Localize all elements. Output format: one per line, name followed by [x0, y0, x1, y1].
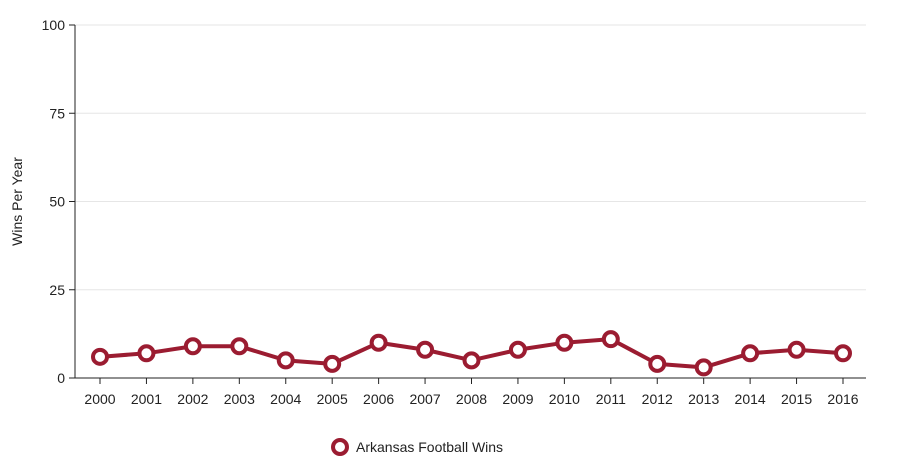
y-axis-title: Wins Per Year [9, 157, 25, 246]
y-axis: 0 25 50 75 100 [42, 17, 76, 386]
data-point-2005[interactable] [323, 354, 342, 373]
gridlines [75, 24, 866, 291]
x-tick-label-2015: 2015 [781, 391, 812, 407]
x-tick-label-2004: 2004 [270, 391, 301, 407]
data-point-2008[interactable] [462, 351, 481, 370]
x-axis: 2000 2001 2002 2003 2004 2005 2006 2007 2008 2009… [75, 377, 866, 407]
data-point-2006[interactable] [369, 333, 388, 352]
x-tick-label-2013: 2013 [688, 391, 719, 407]
x-tick-label-2012: 2012 [642, 391, 673, 407]
data-point-2011[interactable] [601, 330, 620, 349]
data-point-2003[interactable] [230, 337, 249, 356]
x-tick-label-2007: 2007 [409, 391, 440, 407]
x-tick-label-2001: 2001 [131, 391, 162, 407]
y-tick-label-50: 50 [49, 194, 65, 210]
x-tick-label-2008: 2008 [456, 391, 487, 407]
x-tick-label-2010: 2010 [549, 391, 580, 407]
x-tick-label-2009: 2009 [502, 391, 533, 407]
data-point-2012[interactable] [648, 354, 667, 373]
x-tick-label-2002: 2002 [177, 391, 208, 407]
x-tick-label-2011: 2011 [596, 391, 626, 407]
legend-label: Arkansas Football Wins [356, 439, 503, 455]
data-point-2010[interactable] [555, 333, 574, 352]
legend[interactable]: Arkansas Football Wins [331, 438, 503, 456]
data-point-2013[interactable] [694, 358, 713, 377]
data-point-2015[interactable] [787, 340, 806, 359]
data-point-2007[interactable] [416, 340, 435, 359]
series-group [91, 330, 852, 377]
x-tick-label-2003: 2003 [224, 391, 255, 407]
y-tick-label-0: 0 [57, 370, 65, 386]
data-point-2000[interactable] [91, 347, 109, 366]
y-tick-label-75: 75 [49, 105, 65, 121]
x-tick-label-2006: 2006 [363, 391, 394, 407]
y-tick-label-100: 100 [42, 17, 66, 33]
data-point-2002[interactable] [183, 337, 202, 356]
data-point-2004[interactable] [276, 351, 295, 370]
data-point-2009[interactable] [508, 340, 527, 359]
x-tick-label-2014: 2014 [735, 391, 766, 407]
x-tick-label-2000: 2000 [84, 391, 115, 407]
data-point-2001[interactable] [137, 344, 156, 363]
data-point-2016[interactable] [834, 344, 852, 363]
x-tick-label-2016: 2016 [827, 391, 858, 407]
y-tick-label-25: 25 [49, 282, 65, 298]
legend-marker-arkansas-football-wins [331, 438, 349, 456]
data-point-2014[interactable] [741, 344, 760, 363]
x-tick-label-2005: 2005 [317, 391, 348, 407]
